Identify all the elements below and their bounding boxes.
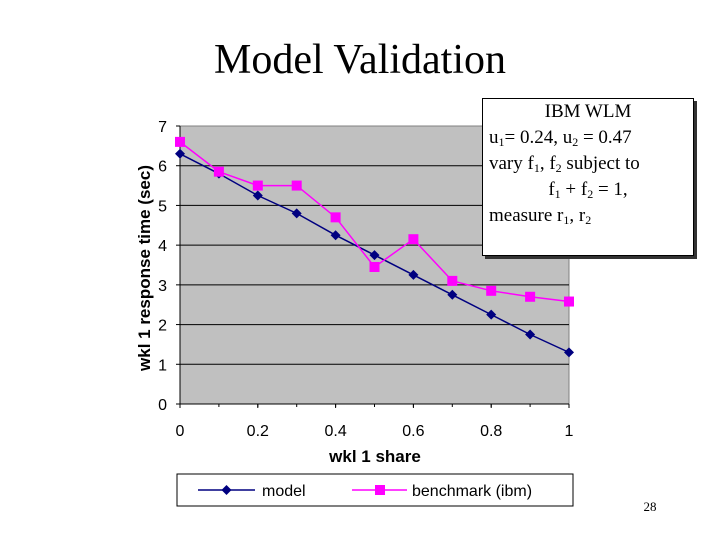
slide-title: Model Validation — [213, 37, 507, 83]
y-tick-label: 1 — [158, 357, 167, 374]
benchmark-point — [486, 285, 497, 296]
annotation-line-5: measure r1, r2 — [489, 205, 592, 227]
model-point — [408, 269, 419, 280]
legend-benchmark-marker — [375, 485, 385, 495]
benchmark-point — [564, 296, 574, 307]
benchmark-point — [525, 291, 536, 302]
y-axis-label: wkl 1 response time (sec) — [135, 165, 154, 372]
legend: model benchmark (ibm) — [176, 473, 574, 507]
x-tick-label: 0 — [176, 423, 185, 440]
model-point — [447, 289, 458, 300]
benchmark-point — [369, 261, 380, 272]
x-tick-label: 0.8 — [480, 423, 502, 440]
benchmark-point — [252, 180, 263, 191]
model-point — [486, 309, 497, 320]
benchmark-point — [330, 212, 341, 223]
y-tick-label: 5 — [158, 198, 167, 215]
model-point — [291, 208, 302, 219]
annotation-line-4: f1 + f2 = 1, — [548, 179, 628, 201]
y-tick-label: 2 — [158, 318, 167, 335]
benchmark-point — [175, 136, 185, 147]
annotation-line-1: IBM WLM — [544, 101, 632, 122]
y-tick-label: 7 — [158, 119, 167, 136]
model-point — [252, 190, 263, 201]
model-point — [564, 347, 574, 358]
benchmark-point — [291, 180, 302, 191]
x-axis-label: wkl 1 share — [328, 447, 421, 466]
y-tick-label: 6 — [158, 159, 167, 176]
benchmark-point — [213, 166, 224, 177]
model-point — [175, 148, 185, 159]
x-tick-label: 0.4 — [324, 423, 346, 440]
y-tick-label: 4 — [158, 238, 167, 255]
x-tick-label: 0.6 — [402, 423, 424, 440]
x-tick-label: 0.2 — [247, 423, 269, 440]
y-tick-label: 3 — [158, 278, 167, 295]
model-point — [330, 230, 341, 241]
y-tick-label: 0 — [158, 397, 167, 414]
page-number: 28 — [643, 499, 657, 514]
model-point — [369, 250, 380, 261]
model-point — [525, 329, 536, 340]
benchmark-point — [408, 234, 419, 245]
legend-benchmark-label: benchmark (ibm) — [412, 483, 532, 500]
legend-model-label: model — [262, 483, 306, 500]
legend-model-marker — [221, 485, 232, 495]
annotation-line-3: vary f1, f2 subject to — [489, 153, 640, 175]
annotation-box: IBM WLM u1= 0.24, u2 = 0.47 vary f1, f2 … — [482, 98, 694, 256]
x-tick-label: 1 — [565, 423, 574, 440]
benchmark-point — [447, 275, 458, 286]
annotation-line-2: u1= 0.24, u2 = 0.47 — [489, 127, 632, 149]
